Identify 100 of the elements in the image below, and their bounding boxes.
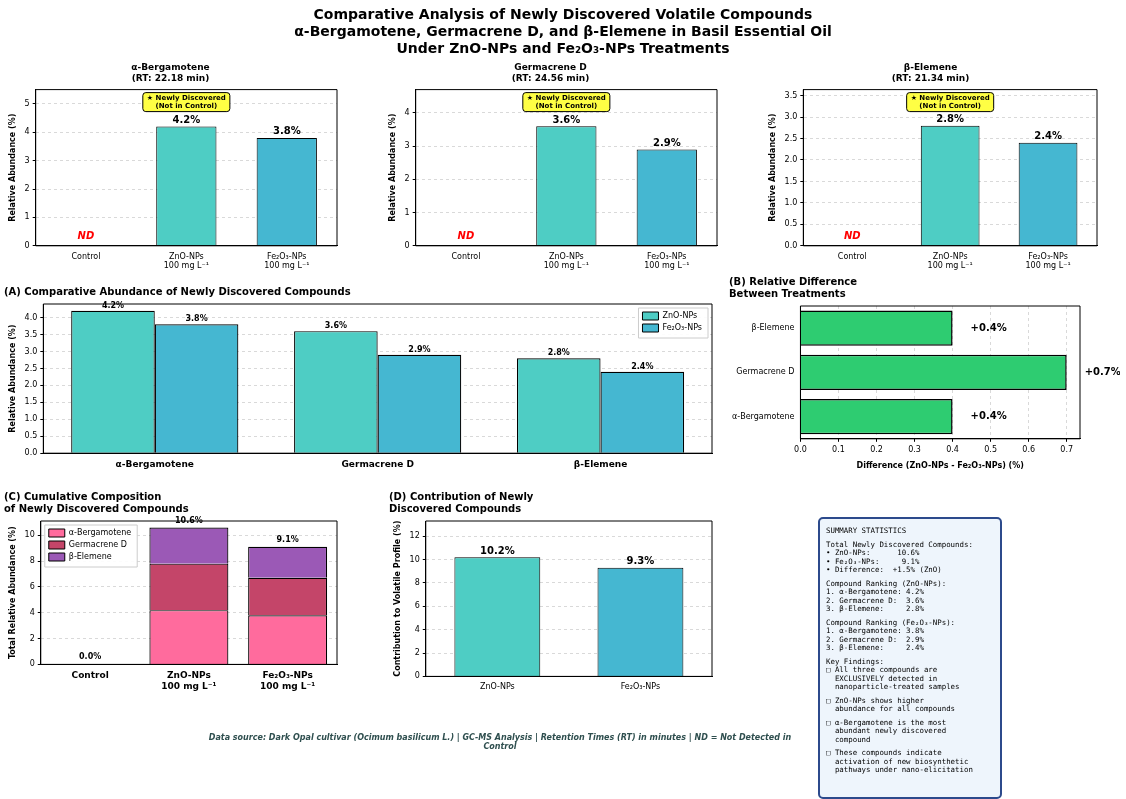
y-tick-label: 12 [409, 531, 420, 541]
legend-label: α-Bergamotene [68, 528, 132, 538]
x-tick-label: ZnO-NPs [479, 682, 515, 692]
x-tick-label: Control [71, 251, 101, 261]
x-axis-title: Difference (ZnO-NPs - Fe₂O₃-NPs) (%) [856, 461, 1024, 471]
chart-subtitle: (RT: 24.56 min) [511, 72, 590, 83]
y-tick-label: 6 [29, 581, 35, 591]
y-tick-label: 8 [414, 578, 420, 587]
legend-label: ZnO-NPs [662, 311, 698, 321]
x-tick-label: 0.2 [870, 444, 883, 454]
data-label: 3.6% [552, 113, 581, 125]
data-label: 9.3% [626, 555, 655, 567]
y-tick-label: 1 [24, 212, 30, 222]
data-label: 3.8% [185, 314, 208, 324]
data-label: 2.9% [408, 344, 431, 354]
data-label: 4.2% [172, 114, 201, 126]
y-axis-title: Relative Abundance (%) [7, 324, 17, 433]
y-tick-label: 1 [404, 207, 410, 217]
y-tick-label: 3 [404, 141, 410, 151]
x-tick-label: 0.5 [984, 444, 997, 454]
data-label: 2.9% [652, 137, 681, 149]
x-tick-label: Control [451, 251, 481, 261]
y-tick-label: 3.5 [784, 90, 798, 100]
x-tick-label: 0.0 [794, 444, 807, 454]
y-tick-label: 2 [24, 184, 30, 194]
y-tick-label: Germacrene D [736, 367, 795, 377]
legend-label: Fe₂O₃-NPs [662, 323, 703, 333]
y-tick-label: 4 [29, 607, 35, 617]
y-tick-label: 0.0 [784, 240, 798, 250]
y-tick-label: 2.5 [24, 363, 38, 373]
y-tick-label: 0 [29, 659, 35, 669]
data-label: +0.4% [970, 321, 1007, 333]
y-tick-label: 10 [409, 554, 420, 564]
data-label: 2.4% [1034, 130, 1062, 142]
y-tick-label: 8 [29, 556, 35, 566]
data-label: 2.4% [631, 361, 654, 371]
x-tick-label: α-Bergamotene [115, 458, 194, 469]
y-tick-label: 4.0 [24, 312, 38, 322]
y-tick-label: β-Elemene [751, 323, 795, 333]
y-tick-label: 3.0 [784, 112, 798, 122]
x-tick-label: 0.1 [832, 444, 845, 454]
y-axis-title: Total Relative Abundance (%) [7, 526, 17, 660]
x-tick-label: 0.7 [1060, 444, 1074, 454]
data-label: ND [457, 230, 475, 242]
y-axis-title: Relative Abundance (%) [387, 113, 397, 222]
x-tick-label: ZnO-NPs 100 mg L⁻¹ [163, 251, 209, 271]
x-tick-label: Fe₂O₃-NPs 100 mg L⁻¹ [1025, 251, 1071, 271]
y-tick-label: 2 [404, 174, 410, 184]
y-tick-label: 2 [29, 633, 35, 643]
data-label: ND [843, 230, 861, 242]
y-tick-label: 6 [414, 601, 420, 611]
text: Comparative Analysis of Newly Discovered Volatile Compounds α-Bergamotene, Germacrene D, and β-Elemene in Basil Essential Oil Under ZnO-NPs and Fe₂O₃-NPs Treatments [293, 6, 833, 57]
data-label: +0.4% [970, 410, 1007, 422]
y-tick-label: 0 [404, 240, 410, 250]
y-tick-label: 5 [24, 98, 30, 108]
x-tick-label: ZnO-NPs 100 mg L⁻¹ [543, 251, 589, 271]
chart-title: β-Elemene [903, 61, 958, 72]
y-tick-label: 0.5 [784, 219, 798, 229]
x-tick-label: 0.3 [908, 444, 921, 454]
total-label: 0.0% [79, 652, 102, 662]
y-tick-label: 2.5 [784, 133, 798, 143]
data-label: ND [77, 230, 95, 242]
data-label: 3.8% [272, 125, 301, 137]
y-tick-label: 3.5 [24, 329, 38, 339]
y-tick-label: 2.0 [24, 380, 38, 390]
y-tick-label: 1.0 [24, 414, 38, 424]
y-tick-label: α-Bergamotene [732, 411, 795, 421]
data-label: 3.6% [324, 321, 347, 331]
data-label: +0.7% [1084, 365, 1121, 377]
data-label: 4.2% [101, 300, 125, 310]
y-axis-title: Contribution to Volatile Profile (%) [392, 520, 402, 677]
chart-subtitle: (RT: 22.18 min) [131, 72, 210, 83]
x-tick-label: 0.6 [1022, 444, 1036, 454]
y-tick-label: 4 [24, 127, 30, 137]
x-tick-label: Control [71, 670, 109, 681]
data-label: 2.8% [547, 348, 570, 358]
y-tick-label: 1.5 [24, 397, 38, 407]
chart-title: (C) Cumulative Composition of Newly Discovered Compounds [4, 490, 189, 514]
chart-title: (A) Comparative Abundance of Newly Discovered Compounds [4, 285, 351, 297]
data-label: 2.8% [936, 113, 965, 125]
y-tick-label: 0.5 [24, 431, 38, 441]
y-tick-label: 4 [404, 107, 410, 117]
x-tick-label: ZnO-NPs 100 mg L⁻¹ [161, 670, 217, 691]
total-label: 10.6% [175, 515, 203, 525]
x-tick-label: β-Elemene [573, 458, 628, 469]
data-label: 10.2% [479, 544, 515, 556]
y-tick-label: 3 [24, 155, 30, 165]
x-tick-label: 0.4 [946, 444, 959, 454]
source-note: Data source: Dark Opal cultivar (Ocimum basilicum L.) | GC-MS Analysis | Retention Times (RT) in minutes | ND = Not Detected in Control [207, 733, 793, 751]
chart-title: (B) Relative Difference Between Treatments [729, 275, 858, 299]
y-axis-title: Relative Abundance (%) [767, 113, 777, 222]
total-label: 9.1% [276, 534, 299, 544]
y-axis-title: Relative Abundance (%) [7, 113, 17, 222]
x-tick-label: Fe₂O₃-NPs 100 mg L⁻¹ [644, 251, 690, 271]
y-tick-label: 3.0 [24, 346, 38, 356]
y-tick-label: 4 [414, 624, 420, 634]
y-tick-label: 2 [414, 648, 420, 658]
x-tick-label: Control [837, 251, 867, 261]
y-tick-label: 10 [24, 530, 35, 540]
y-tick-label: 1.0 [784, 197, 798, 207]
